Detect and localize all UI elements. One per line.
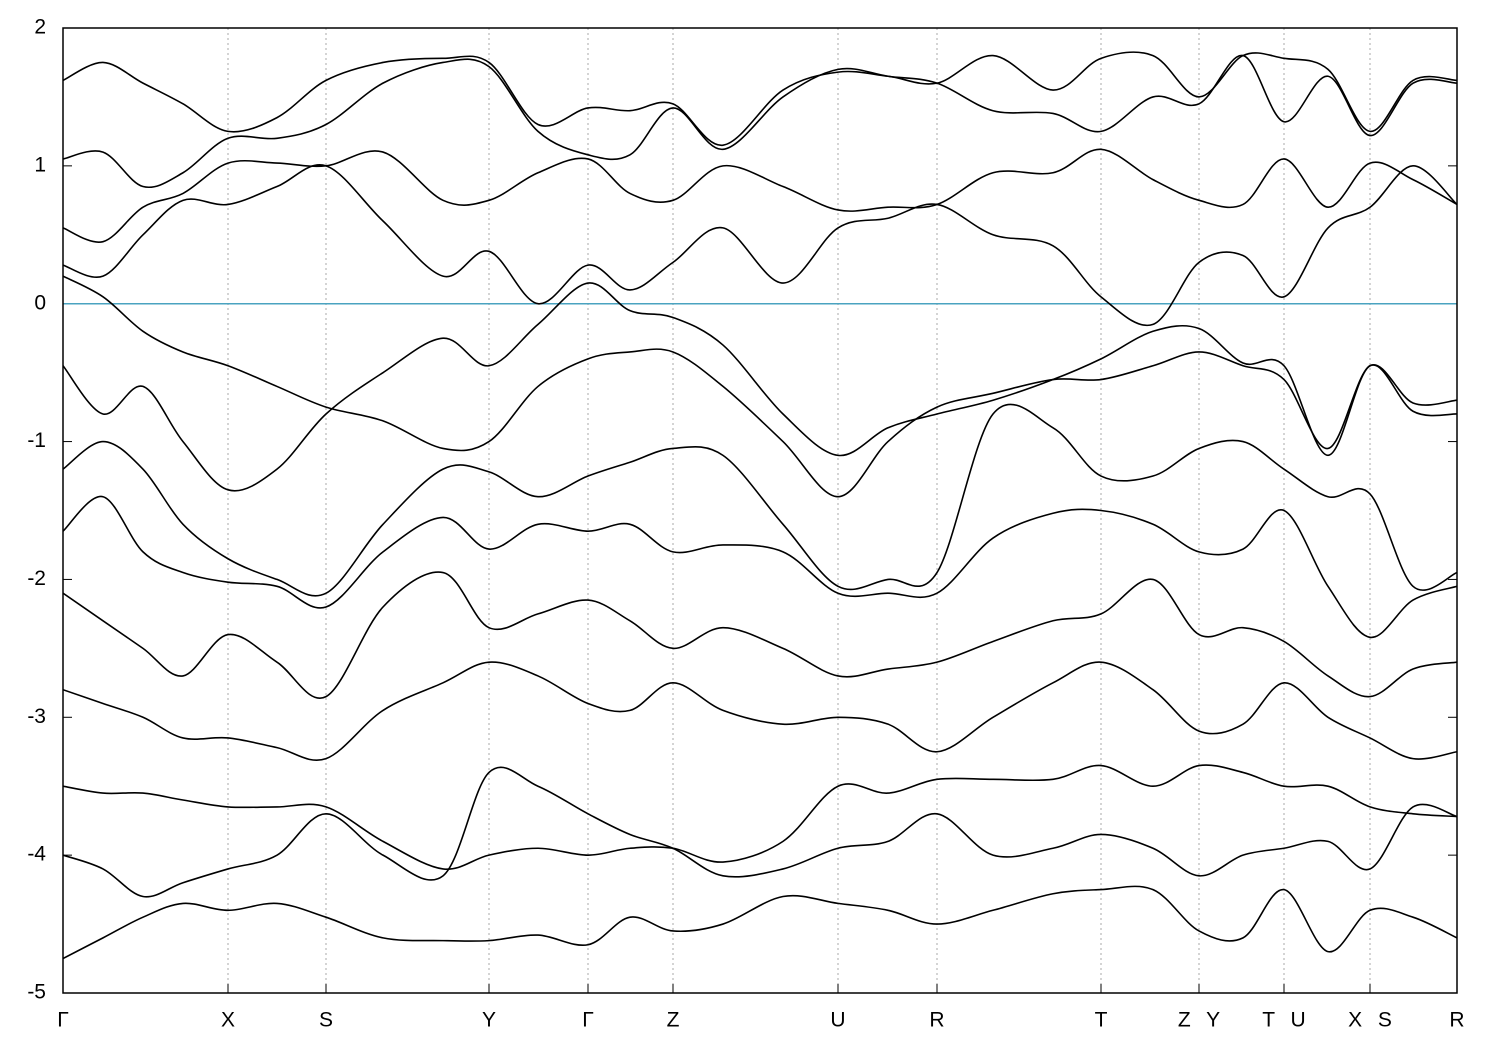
- band: [63, 764, 1457, 870]
- x-tick-label: T: [1095, 1009, 1108, 1032]
- band: [63, 51, 1457, 146]
- band: [63, 885, 1457, 960]
- plot-frame: [62, 27, 1458, 994]
- x-tick-label: R: [1449, 1009, 1464, 1032]
- bands: [63, 51, 1457, 960]
- y-tick-label: -1: [27, 429, 46, 452]
- labels: -5 -4 -3 -2 -1 0 1 2 Γ X S Y Γ Z U R T Z Y T U X S R: [27, 16, 1464, 1032]
- y-tick-label: -4: [27, 843, 46, 866]
- y-tick-label: -5: [27, 981, 46, 1004]
- band: [63, 661, 1457, 761]
- y-tick-label: -3: [27, 705, 46, 728]
- y-tick-label: 0: [34, 291, 46, 314]
- y-tick-label: 1: [34, 153, 46, 176]
- band: [63, 766, 1457, 898]
- x-tick-label: U: [830, 1009, 845, 1032]
- band: [63, 164, 1457, 327]
- band: [63, 54, 1457, 189]
- x-tick-label: T U: [1262, 1009, 1305, 1032]
- band: [63, 403, 1457, 597]
- x-tick-label: Z Y: [1178, 1009, 1220, 1032]
- x-tick-label: R: [929, 1009, 944, 1032]
- x-tick-label: Y: [482, 1009, 496, 1032]
- x-tick-label: S: [319, 1009, 333, 1032]
- x-tick-label: Γ: [57, 1009, 69, 1032]
- x-tick-label: Γ: [582, 1009, 594, 1032]
- y-tick-label: 2: [34, 16, 46, 39]
- x-tick-label: Z: [667, 1009, 680, 1032]
- band: [63, 495, 1457, 639]
- x-tick-label: X S: [1348, 1009, 1392, 1032]
- y-tick-label: -2: [27, 567, 46, 590]
- band: [63, 275, 1457, 498]
- band: [63, 571, 1457, 699]
- band: [63, 282, 1457, 492]
- x-tick-label: X: [221, 1009, 235, 1032]
- band: [63, 148, 1457, 243]
